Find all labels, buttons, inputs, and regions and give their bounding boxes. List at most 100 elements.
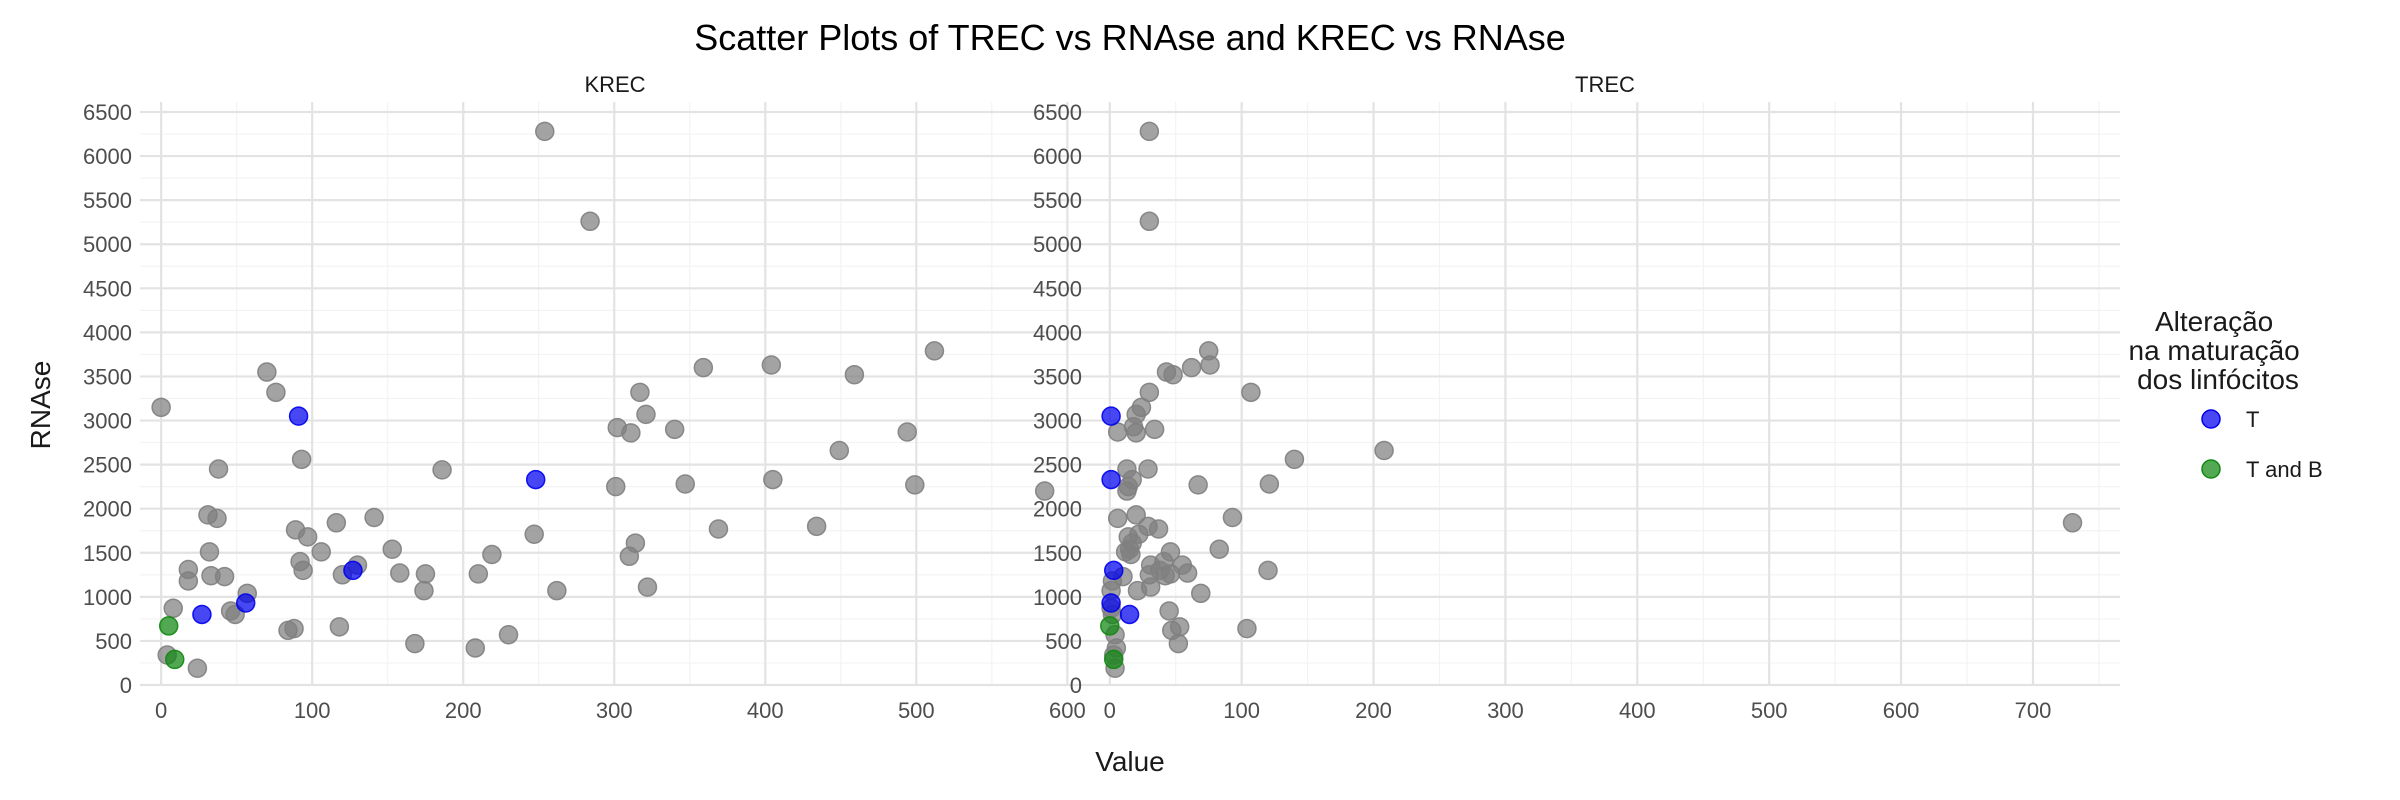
y-tick-label: 2500 <box>1033 453 1082 478</box>
data-point <box>637 577 658 597</box>
data-point <box>382 539 402 559</box>
data-point <box>1140 577 1161 597</box>
legend-title-line: dos linfócitos <box>2137 364 2299 395</box>
y-tick-label: 2000 <box>83 497 132 522</box>
y-tick-label: 6500 <box>1033 100 1082 125</box>
data-point <box>1117 481 1137 501</box>
data-point <box>1121 544 1141 565</box>
data-point <box>1107 508 1128 529</box>
data-point <box>432 460 452 480</box>
data-point <box>1237 618 1257 639</box>
data-point <box>924 341 945 361</box>
y-tick-label: 1500 <box>83 541 132 566</box>
data-point <box>291 449 312 470</box>
y-tick-label: 0 <box>1070 673 1082 698</box>
data-point <box>1148 519 1169 539</box>
data-point-t-and-b <box>1103 649 1124 670</box>
data-point-t-and-b <box>1100 616 1120 636</box>
data-points <box>151 121 1055 679</box>
data-point <box>405 633 425 654</box>
legend-key-t-and-b <box>2201 459 2221 479</box>
x-tick-label: 700 <box>2015 698 2052 723</box>
y-tick-label: 3500 <box>83 364 132 389</box>
x-tick-label: 600 <box>1883 698 1920 723</box>
data-point <box>693 357 714 378</box>
facet-label-trec: TREC <box>1575 72 1635 97</box>
data-point <box>675 474 695 494</box>
legend-label-t: T <box>2246 407 2259 432</box>
data-point <box>1258 560 1278 581</box>
data-point <box>284 618 304 639</box>
data-point-t <box>1101 593 1121 613</box>
y-tick-label: 1000 <box>1033 585 1082 610</box>
data-point-t <box>288 406 309 426</box>
data-point <box>1284 449 1305 470</box>
y-tick-label: 5500 <box>83 188 132 213</box>
data-point <box>1177 563 1198 583</box>
legend: Alteração na maturação dos linfócitos T … <box>2129 306 2323 482</box>
data-point <box>266 382 286 403</box>
grid <box>140 102 1090 687</box>
x-tick-labels: 0 100 200 300 400 500 600 <box>155 698 1086 723</box>
data-point <box>151 397 171 418</box>
data-point <box>625 533 646 553</box>
data-point <box>1191 583 1211 604</box>
data-point <box>806 516 827 537</box>
y-tick-labels: 0 500 1000 1500 2000 2500 3000 3500 4000 4500 5000… <box>83 100 132 698</box>
y-tick-label: 3000 <box>1033 409 1082 434</box>
data-point <box>1209 539 1229 559</box>
data-point <box>465 638 486 658</box>
data-point <box>1374 440 1394 461</box>
x-tick-label: 400 <box>1619 698 1656 723</box>
data-point <box>329 617 350 637</box>
x-tick-label: 500 <box>898 698 935 723</box>
data-point <box>547 580 567 601</box>
x-tick-label: 300 <box>596 698 633 723</box>
y-tick-label: 0 <box>120 673 132 698</box>
data-point <box>468 564 489 584</box>
x-tick-labels: 0 100 200 300 400 500 600 700 <box>1104 698 2052 723</box>
data-point <box>1126 505 1146 525</box>
data-point <box>1034 481 1055 501</box>
data-point <box>1241 382 1261 403</box>
x-tick-label: 400 <box>747 698 784 723</box>
data-point <box>761 355 782 375</box>
x-tick-label: 200 <box>1355 698 1392 723</box>
y-tick-label: 5500 <box>1033 188 1082 213</box>
data-point <box>482 544 502 565</box>
y-tick-label: 4500 <box>83 276 132 301</box>
panel-krec: 0 100 200 300 400 500 600 0 500 1000 1500 2000 2500… <box>83 72 1090 723</box>
data-point-t <box>1103 560 1124 581</box>
legend-label-t-and-b: T and B <box>2246 457 2323 482</box>
data-point <box>326 513 347 533</box>
panel-trec: 0 100 200 300 400 500 600 700 0 500 1000 1500 2000 2… <box>1033 72 2120 723</box>
legend-title-line: na maturação <box>2129 335 2300 366</box>
data-point <box>1131 397 1152 418</box>
y-tick-label: 1000 <box>83 585 132 610</box>
data-point <box>1139 211 1160 232</box>
data-point <box>163 598 183 619</box>
data-point <box>187 658 208 679</box>
data-point <box>390 563 410 583</box>
data-point <box>630 382 650 403</box>
y-tick-labels: 0 500 1000 1500 2000 2500 3000 3500 4000 4500 5000… <box>1033 100 1082 698</box>
x-tick-label: 100 <box>1223 698 1260 723</box>
data-point-t <box>1101 469 1121 490</box>
legend-title: Alteração na maturação dos linfócitos <box>2129 306 2308 395</box>
data-point <box>293 560 313 581</box>
data-point <box>2062 513 2083 533</box>
data-point-t <box>192 604 212 625</box>
data-point <box>364 507 384 528</box>
legend-key-t <box>2201 409 2221 429</box>
data-point <box>208 459 229 479</box>
data-point <box>763 469 783 490</box>
x-tick-label: 100 <box>294 698 331 723</box>
y-tick-label: 6000 <box>1033 144 1082 169</box>
data-point <box>1200 355 1220 375</box>
data-point <box>311 542 331 562</box>
data-point <box>1259 474 1280 494</box>
data-points <box>1100 121 2083 679</box>
data-point <box>414 580 434 601</box>
data-point <box>297 527 318 547</box>
